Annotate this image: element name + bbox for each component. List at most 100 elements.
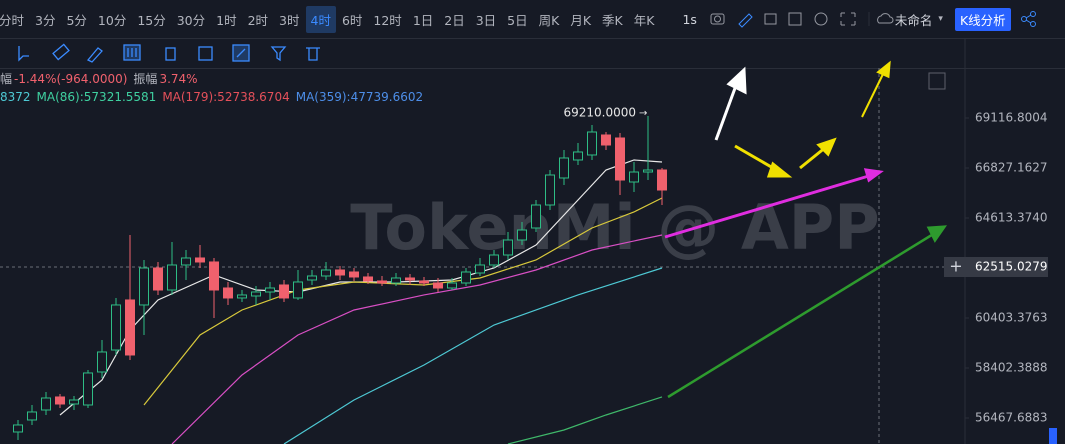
layout-name[interactable]: 未命名: [894, 12, 933, 28]
watermark: TokenMi @ APP: [350, 191, 879, 264]
candle-body: [55, 396, 65, 405]
candle-body: [69, 399, 79, 405]
candle-body: [447, 282, 457, 289]
interval-button[interactable]: 5分: [66, 12, 87, 28]
interval-button[interactable]: 6时: [341, 12, 363, 28]
candle-body: [545, 174, 555, 206]
candle-body: [391, 277, 401, 284]
candle-body: [587, 131, 597, 156]
candle-body: [629, 171, 639, 183]
ma-line: [507, 396, 663, 444]
interval-button[interactable]: 15分: [137, 12, 166, 28]
interval-button[interactable]: 2日: [444, 12, 465, 28]
candle-body: [615, 137, 625, 181]
interval-button[interactable]: 1日: [412, 12, 434, 28]
candle-body: [433, 282, 443, 289]
interval-button[interactable]: 4时: [305, 5, 336, 33]
candle-body: [377, 280, 387, 284]
candle-body: [461, 271, 471, 284]
candle-body: [321, 269, 331, 277]
ma-legend-entry: MA(179):52738.6704: [162, 90, 290, 104]
interval-button[interactable]: 2时: [247, 12, 269, 28]
info-panel: 幅 -1.44%(-964.0000) 振幅 3.74% 8372 MA(86):573…: [0, 70, 429, 106]
candle-body: [559, 157, 569, 179]
candle-body: [363, 276, 373, 282]
crosshair-label-bg: [944, 256, 1048, 277]
speed[interactable]: 1s: [682, 11, 697, 27]
interval-button[interactable]: 分时: [0, 12, 25, 28]
candle-body: [153, 267, 163, 291]
high-arrow: →: [639, 108, 647, 119]
candle-body: [125, 299, 135, 356]
candle-body: [209, 261, 219, 291]
change-value: -1.44%(-964.0000): [14, 72, 128, 86]
candle-body: [293, 281, 303, 299]
amplitude-value: 3.74%: [159, 72, 198, 86]
candle-body: [279, 284, 289, 299]
collapse-button[interactable]: [928, 72, 946, 90]
y-tick-label: 64613.3740: [975, 211, 1048, 225]
candle-body: [531, 204, 541, 229]
candle-body: [83, 372, 93, 406]
candle-body: [307, 275, 317, 281]
ma-legend-entry: MA(359):47739.6602: [295, 90, 424, 104]
tool-icons: [710, 12, 894, 28]
interval-button[interactable]: 30分: [176, 12, 206, 28]
y-tick-label: 58402.3888: [975, 360, 1048, 374]
y-tick-label: 56467.6883: [975, 410, 1048, 424]
change-label: 幅: [0, 72, 13, 86]
ma-legend-entry: MA(86):57321.5581: [36, 90, 157, 104]
interval-button[interactable]: 12时: [373, 12, 402, 28]
crosshair-label: 62515.0279: [975, 259, 1048, 273]
y-tick-label: 66827.1627: [975, 161, 1048, 175]
interval-button[interactable]: 5日: [507, 12, 528, 28]
candle-body: [237, 294, 247, 299]
interval-button[interactable]: 月K: [570, 12, 592, 28]
candle-body: [419, 280, 429, 284]
candle-body: [573, 151, 583, 161]
candle-body: [41, 397, 51, 411]
candle-body: [223, 287, 233, 299]
candle-body: [349, 271, 359, 278]
candle-body: [657, 169, 667, 191]
interval-button[interactable]: 1时: [216, 12, 237, 28]
scroll-handle[interactable]: [1049, 428, 1057, 444]
crosshair-plus: +: [949, 256, 962, 275]
interval-button[interactable]: 10分: [97, 12, 127, 28]
interval-button[interactable]: 3时: [279, 12, 300, 28]
interval-button[interactable]: 周K: [538, 12, 560, 28]
ma-line: [171, 234, 663, 444]
ma-legend: 8372 MA(86):57321.5581 MA(179):52738.6704 M…: [0, 88, 429, 106]
interval-list: 分时 3分 5分 10分 15分 30分 1时 2时 3时 4时 6时 12时 1日 2日 3日 5日 周K 月K…: [0, 5, 660, 33]
candle-body: [405, 277, 415, 281]
interval-button[interactable]: 年K: [633, 12, 655, 28]
candle-body: [601, 134, 611, 146]
drawing-toolbar: [0, 43, 1065, 69]
candle-body: [335, 269, 345, 276]
amplitude-label: 振幅: [133, 72, 158, 86]
interval-button[interactable]: 3分: [35, 12, 56, 28]
toolbar: 分时 3分 5分 10分 15分 30分 1时 2时 3时 4时 6时 12时 1日 2日 3日 5日 周K 月K…: [0, 0, 1065, 39]
analysis-button[interactable]: K线分析: [954, 7, 1011, 31]
candle-body: [195, 257, 205, 263]
high-label: 69210.0000: [563, 106, 636, 120]
candle-body: [13, 424, 23, 433]
interval-button[interactable]: 季K: [602, 12, 623, 28]
annotations: [664, 60, 948, 399]
candle-body: [97, 351, 107, 373]
candle-body: [167, 264, 177, 291]
candle-body: [517, 229, 527, 241]
y-tick-label: 60403.3763: [975, 310, 1048, 324]
candle-body: [251, 291, 261, 297]
candle-body: [265, 287, 275, 293]
candle-body: [27, 411, 37, 421]
ma-legend-entry: 8372: [0, 90, 31, 104]
candle-body: [111, 304, 121, 351]
share-icon[interactable]: [1019, 9, 1039, 29]
interval-button[interactable]: 3日: [475, 12, 497, 28]
candle-body: [503, 239, 513, 256]
candle-body: [139, 267, 149, 306]
y-tick-label: 69116.8004: [975, 111, 1048, 125]
candle-body: [643, 169, 653, 173]
